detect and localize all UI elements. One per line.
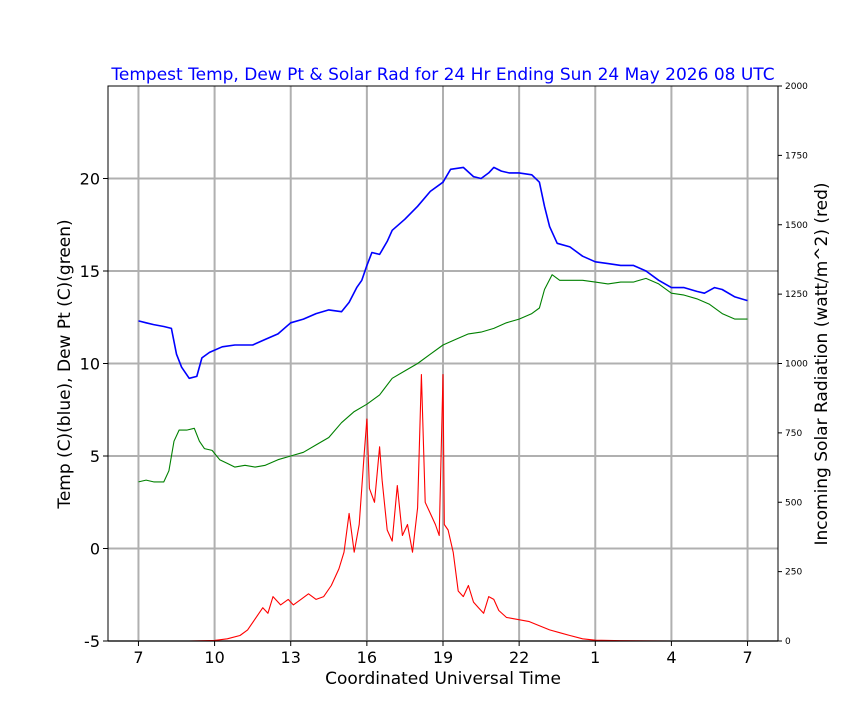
x-tick-label: 16 bbox=[357, 648, 377, 667]
x-tick-label: 19 bbox=[433, 648, 453, 667]
grid bbox=[108, 86, 778, 642]
x-tick-label: 1 bbox=[590, 648, 600, 667]
y-axis-left-label: Temp (C)(blue), Dew Pt (C)(green) bbox=[55, 219, 75, 509]
y-axis-right-label: Incoming Solar Radiation (watt/m^2) (red… bbox=[812, 182, 832, 545]
y-right-tick-label: 500 bbox=[785, 498, 802, 508]
dewpoint-series-line bbox=[138, 274, 748, 483]
x-tick-label: 10 bbox=[204, 648, 224, 667]
solar-series-line bbox=[138, 374, 748, 642]
plot-area bbox=[138, 166, 748, 642]
y-left-tick-label: 5 bbox=[90, 447, 100, 466]
x-tick-label: 22 bbox=[509, 648, 529, 667]
y-right-tick-label: 0 bbox=[785, 637, 791, 647]
y-right-tick-label: 1000 bbox=[785, 360, 808, 370]
x-tick-label: 4 bbox=[666, 648, 676, 667]
y-left-tick-label: 20 bbox=[80, 170, 100, 189]
x-axis-label: Coordinated Universal Time bbox=[325, 669, 561, 689]
x-tick-label: 7 bbox=[742, 648, 752, 667]
y-axis-left: -5 0 5 10 15 20 bbox=[80, 170, 108, 651]
y-left-tick-label: 15 bbox=[80, 262, 100, 281]
y-axis-right: 0 250 500 750 1000 1250 1500 1750 2000 bbox=[778, 82, 808, 647]
chart-title: Tempest Temp, Dew Pt & Solar Rad for 24 … bbox=[110, 65, 774, 85]
y-left-tick-label: -5 bbox=[84, 632, 100, 651]
x-axis: 7 10 13 16 19 22 1 4 7 bbox=[133, 641, 753, 667]
y-right-tick-label: 1250 bbox=[785, 290, 808, 300]
y-right-tick-label: 250 bbox=[785, 568, 802, 578]
x-tick-label: 7 bbox=[133, 648, 143, 667]
y-right-tick-label: 2000 bbox=[785, 82, 808, 92]
y-left-tick-label: 10 bbox=[80, 355, 100, 374]
x-tick-label: 13 bbox=[281, 648, 301, 667]
y-right-tick-label: 1750 bbox=[785, 151, 808, 161]
temp-series-line bbox=[138, 166, 748, 380]
y-right-tick-label: 1500 bbox=[785, 221, 808, 231]
y-right-tick-label: 750 bbox=[785, 429, 802, 439]
y-left-tick-label: 0 bbox=[90, 540, 100, 559]
